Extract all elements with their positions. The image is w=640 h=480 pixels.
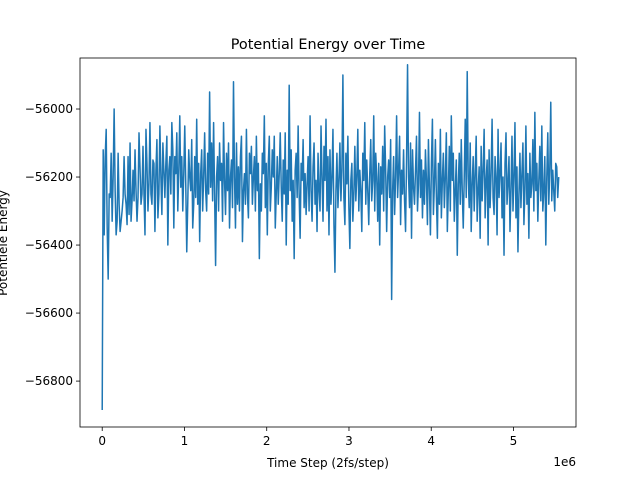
y-tick-label: −56200 bbox=[25, 170, 73, 184]
plot-frame bbox=[79, 57, 577, 428]
chart-title: Potential Energy over Time bbox=[231, 37, 426, 53]
x-tick-label: 1 bbox=[181, 434, 189, 448]
x-tick-label: 2 bbox=[263, 434, 271, 448]
x-axis: 0 1 2 3 4 5 bbox=[98, 427, 517, 448]
y-tick-label: −56400 bbox=[25, 238, 73, 252]
y-axis: −56800 −56600 −56400 −56200 −56000 bbox=[25, 102, 80, 388]
y-tick-label: −56000 bbox=[25, 102, 73, 116]
y-tick-label: −56600 bbox=[25, 306, 73, 320]
x-tick-label: 0 bbox=[98, 434, 106, 448]
x-axis-offset-label: 1e6 bbox=[553, 455, 576, 469]
y-axis-label: Potentiele Energy bbox=[0, 190, 10, 296]
y-tick-label: −56800 bbox=[25, 374, 73, 388]
data-layer bbox=[101, 64, 560, 411]
x-tick-label: 3 bbox=[345, 434, 353, 448]
x-tick-label: 4 bbox=[427, 434, 435, 448]
plot-area bbox=[80, 58, 576, 427]
x-axis-label: Time Step (2fs/step) bbox=[266, 456, 389, 470]
series-line-0 bbox=[101, 64, 560, 411]
x-tick-label: 5 bbox=[510, 434, 518, 448]
